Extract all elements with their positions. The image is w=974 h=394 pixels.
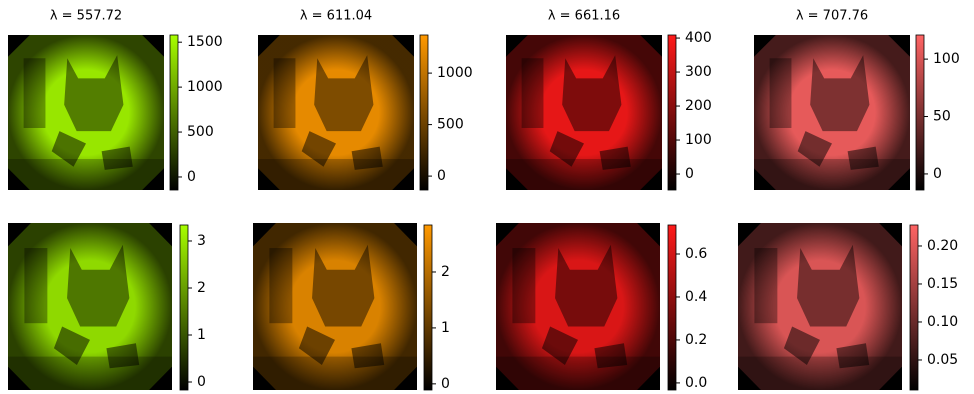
- image-window: [23, 58, 46, 128]
- image-floor: [253, 356, 417, 390]
- image-panel: [738, 223, 902, 390]
- colorbar-tick-label: 0: [437, 168, 446, 184]
- colorbar-tick-label: 100: [933, 51, 960, 67]
- image-panel: [258, 35, 414, 190]
- colorbar-tick-label: 2: [197, 280, 206, 296]
- colorbar-tick-label: 0: [685, 166, 694, 182]
- image-vignette: [738, 223, 902, 390]
- image-vignette: [754, 35, 910, 190]
- colorbar-tick-label: 0.2: [685, 332, 707, 348]
- image-paws: [541, 326, 628, 369]
- image-cat: [312, 244, 375, 327]
- colorbar: [179, 224, 189, 391]
- colorbar-tick-label: 0.6: [685, 246, 707, 262]
- colorbar-tick-label: 500: [187, 124, 214, 140]
- image-window: [269, 248, 293, 324]
- colorbar-tick-label: 0.20: [927, 238, 958, 254]
- colorbar: [667, 224, 677, 391]
- image-cat: [810, 55, 870, 132]
- colorbar: [667, 34, 677, 191]
- colorbar-tick-label: 0: [441, 376, 450, 392]
- colorbar-tick-label: 1: [197, 327, 206, 343]
- colorbar-tick-label: 2: [441, 264, 450, 280]
- image-floor: [258, 159, 414, 190]
- image-panel: [253, 223, 417, 390]
- image-vignette: [258, 35, 414, 190]
- colorbar-tick-label: 0.4: [685, 289, 707, 305]
- image-panel: [8, 35, 164, 190]
- image-window: [512, 248, 536, 324]
- colorbar-tick-label: 50: [933, 109, 951, 125]
- colorbar-tick-label: 1500: [187, 34, 223, 50]
- image-vignette: [8, 35, 164, 190]
- colorbar-tick-label: 300: [685, 64, 712, 80]
- image-paws: [549, 131, 631, 170]
- colorbar-tick-label: 0: [197, 374, 206, 390]
- image-cat: [555, 244, 618, 327]
- image-paws: [797, 131, 879, 170]
- image-floor: [754, 159, 910, 190]
- image-paws: [301, 131, 383, 170]
- colorbar-tick-label: 1000: [187, 79, 223, 95]
- image-panel: [8, 223, 172, 390]
- colorbar-tick-label: 400: [685, 30, 712, 46]
- colorbar-tick-label: 0.15: [927, 276, 958, 292]
- colorbar: [169, 34, 179, 191]
- panel-title: λ = 557.72: [50, 9, 122, 24]
- image-paws: [53, 326, 140, 369]
- image-cat: [64, 55, 124, 132]
- image-panel: [506, 35, 662, 190]
- image-cat: [67, 244, 130, 327]
- colorbar-tick-label: 0.0: [685, 375, 707, 391]
- panel-title: λ = 661.16: [548, 9, 620, 24]
- image-paws: [51, 131, 133, 170]
- colorbar-tick-label: 1000: [437, 65, 473, 81]
- image-cat: [314, 55, 374, 132]
- colorbar-tick-label: 3: [197, 233, 206, 249]
- colorbar-tick-label: 500: [437, 117, 464, 133]
- image-panel: [496, 223, 660, 390]
- image-window: [521, 58, 544, 128]
- image-floor: [8, 356, 172, 390]
- colorbar: [419, 34, 429, 191]
- image-floor: [8, 159, 164, 190]
- colorbar: [423, 224, 433, 391]
- image-window: [273, 58, 296, 128]
- colorbar-tick-label: 100: [685, 132, 712, 148]
- colorbar-tick-label: 0: [187, 169, 196, 185]
- image-vignette: [8, 223, 172, 390]
- colorbar-tick-label: 200: [685, 98, 712, 114]
- colorbar-tick-label: 0.10: [927, 314, 958, 330]
- image-window: [769, 58, 792, 128]
- colorbar-tick-label: 0: [933, 166, 942, 182]
- image-vignette: [506, 35, 662, 190]
- image-cat: [797, 244, 860, 327]
- panel-title: λ = 707.76: [796, 9, 868, 24]
- image-paws: [298, 326, 385, 369]
- image-panel: [754, 35, 910, 190]
- image-floor: [738, 356, 902, 390]
- colorbar-tick-label: 1: [441, 320, 450, 336]
- panel-title: λ = 611.04: [300, 9, 372, 24]
- image-floor: [506, 159, 662, 190]
- image-window: [754, 248, 778, 324]
- image-paws: [783, 326, 870, 369]
- colorbar-tick-label: 0.05: [927, 352, 958, 368]
- colorbar: [915, 34, 925, 191]
- image-window: [24, 248, 48, 324]
- image-vignette: [496, 223, 660, 390]
- image-cat: [562, 55, 622, 132]
- image-vignette: [253, 223, 417, 390]
- colorbar: [909, 224, 919, 391]
- image-floor: [496, 356, 660, 390]
